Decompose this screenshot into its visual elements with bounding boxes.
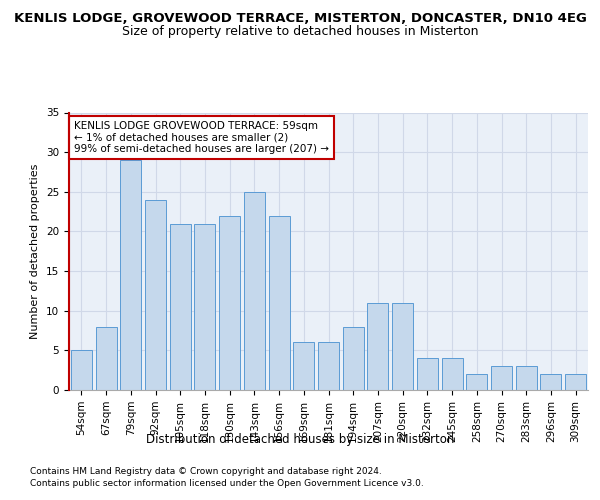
Bar bbox=[71, 350, 92, 390]
Text: Contains HM Land Registry data © Crown copyright and database right 2024.: Contains HM Land Registry data © Crown c… bbox=[30, 468, 382, 476]
Bar bbox=[194, 224, 215, 390]
Bar bbox=[145, 200, 166, 390]
Bar bbox=[491, 366, 512, 390]
Y-axis label: Number of detached properties: Number of detached properties bbox=[31, 164, 40, 339]
Text: Distribution of detached houses by size in Misterton: Distribution of detached houses by size … bbox=[146, 432, 454, 446]
Text: KENLIS LODGE GROVEWOOD TERRACE: 59sqm
← 1% of detached houses are smaller (2)
99: KENLIS LODGE GROVEWOOD TERRACE: 59sqm ← … bbox=[74, 121, 329, 154]
Bar bbox=[442, 358, 463, 390]
Text: KENLIS LODGE, GROVEWOOD TERRACE, MISTERTON, DONCASTER, DN10 4EG: KENLIS LODGE, GROVEWOOD TERRACE, MISTERT… bbox=[14, 12, 586, 26]
Bar bbox=[343, 326, 364, 390]
Text: Contains public sector information licensed under the Open Government Licence v3: Contains public sector information licen… bbox=[30, 479, 424, 488]
Bar bbox=[293, 342, 314, 390]
Bar bbox=[244, 192, 265, 390]
Bar bbox=[565, 374, 586, 390]
Bar bbox=[170, 224, 191, 390]
Bar bbox=[367, 303, 388, 390]
Bar bbox=[466, 374, 487, 390]
Bar bbox=[541, 374, 562, 390]
Bar bbox=[318, 342, 339, 390]
Bar bbox=[417, 358, 438, 390]
Bar bbox=[269, 216, 290, 390]
Bar bbox=[219, 216, 240, 390]
Bar bbox=[95, 326, 116, 390]
Text: Size of property relative to detached houses in Misterton: Size of property relative to detached ho… bbox=[122, 25, 478, 38]
Bar bbox=[392, 303, 413, 390]
Bar bbox=[516, 366, 537, 390]
Bar bbox=[120, 160, 141, 390]
